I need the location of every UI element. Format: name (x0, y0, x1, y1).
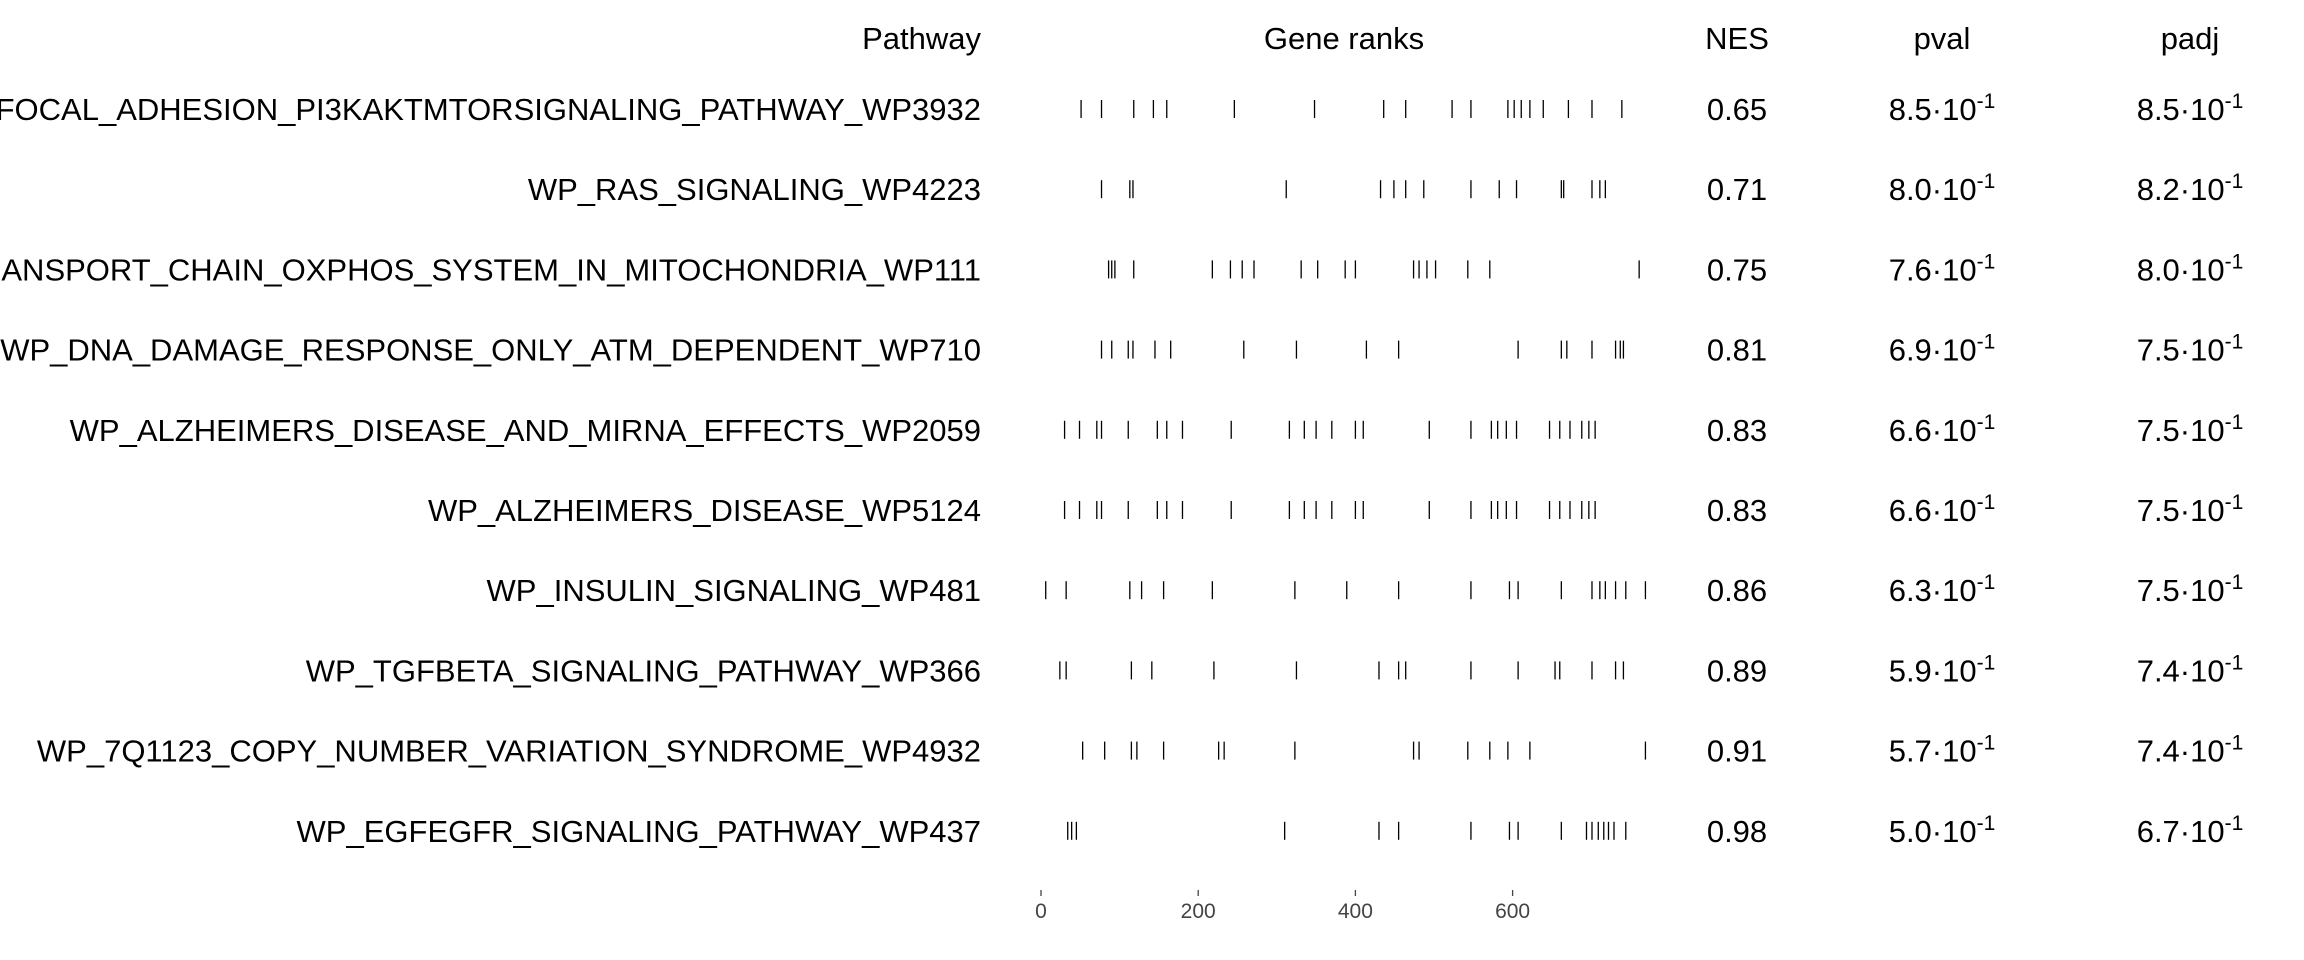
pathway-name: WP_INSULIN_SIGNALING_WP481 (487, 573, 981, 608)
pval-value: 5.0·10-1 (1889, 812, 1996, 849)
nes-value: 0.83 (1707, 493, 1767, 528)
padj-base: 8.5·10 (2137, 92, 2225, 127)
pval-base: 5.0·10 (1889, 814, 1977, 849)
pval-base: 8.0·10 (1889, 172, 1977, 207)
pval-exponent: -1 (1977, 651, 1996, 674)
x-tick-label: 400 (1338, 900, 1373, 923)
pval-base: 6.9·10 (1889, 333, 1977, 368)
padj-base: 7.5·10 (2137, 413, 2225, 448)
pval-exponent: -1 (1977, 170, 1996, 193)
pathway-name: WP_ALZHEIMERS_DISEASE_WP5124 (428, 493, 981, 528)
pval-value: 7.6·10-1 (1889, 250, 1996, 287)
padj-base: 7.4·10 (2137, 734, 2225, 769)
header-nes: NES (1705, 21, 1769, 56)
pval-base: 5.9·10 (1889, 653, 1977, 688)
padj-value: 7.5·10-1 (2137, 491, 2244, 528)
nes-value: 0.91 (1707, 734, 1767, 769)
padj-exponent: -1 (2225, 732, 2244, 755)
padj-value: 8.5·10-1 (2137, 90, 2244, 127)
padj-base: 7.5·10 (2137, 333, 2225, 368)
x-tick-label: 200 (1181, 900, 1216, 923)
padj-value: 7.4·10-1 (2137, 651, 2244, 688)
padj-value: 7.5·10-1 (2137, 571, 2244, 608)
nes-value: 0.89 (1707, 653, 1767, 688)
pval-value: 6.3·10-1 (1889, 571, 1996, 608)
padj-exponent: -1 (2225, 331, 2244, 354)
pval-exponent: -1 (1977, 411, 1996, 434)
pval-value: 8.0·10-1 (1889, 170, 1996, 207)
padj-exponent: -1 (2225, 411, 2244, 434)
pathway-name: WP_FOCAL_ADHESION_PI3KAKTMTORSIGNALING_P… (0, 92, 981, 127)
padj-base: 8.2·10 (2137, 172, 2225, 207)
pval-value: 6.9·10-1 (1889, 331, 1996, 368)
pval-base: 8.5·10 (1889, 92, 1977, 127)
x-tick-label: 600 (1495, 900, 1530, 923)
pval-exponent: -1 (1977, 250, 1996, 273)
padj-base: 7.4·10 (2137, 653, 2225, 688)
pval-exponent: -1 (1977, 812, 1996, 835)
pval-base: 7.6·10 (1889, 252, 1977, 287)
padj-base: 8.0·10 (2137, 252, 2225, 287)
pval-base: 6.6·10 (1889, 413, 1977, 448)
nes-value: 0.98 (1707, 814, 1767, 849)
padj-value: 8.2·10-1 (2137, 170, 2244, 207)
pval-value: 5.9·10-1 (1889, 651, 1996, 688)
pval-value: 8.5·10-1 (1889, 90, 1996, 127)
pval-base: 5.7·10 (1889, 734, 1977, 769)
header-ranks: Gene ranks (1264, 21, 1424, 56)
nes-value: 0.71 (1707, 172, 1767, 207)
padj-value: 7.4·10-1 (2137, 732, 2244, 769)
nes-value: 0.75 (1707, 252, 1767, 287)
padj-value: 7.5·10-1 (2137, 411, 2244, 448)
pval-exponent: -1 (1977, 571, 1996, 594)
pval-base: 6.3·10 (1889, 573, 1977, 608)
pval-value: 6.6·10-1 (1889, 491, 1996, 528)
nes-value: 0.83 (1707, 413, 1767, 448)
padj-base: 7.5·10 (2137, 573, 2225, 608)
pathway-name: WP_7Q1123_COPY_NUMBER_VARIATION_SYNDROME… (37, 734, 981, 769)
pathway-name: WP_TGFBETA_SIGNALING_PATHWAY_WP366 (306, 653, 981, 688)
nes-value: 0.65 (1707, 92, 1767, 127)
padj-value: 8.0·10-1 (2137, 250, 2244, 287)
header-pval: pval (1914, 21, 1971, 56)
padj-exponent: -1 (2225, 812, 2244, 835)
header-padj: padj (2161, 21, 2220, 56)
pathway-name: WP_ELECTRON_TRANSPORT_CHAIN_OXPHOS_SYSTE… (0, 252, 981, 287)
pval-exponent: -1 (1977, 331, 1996, 354)
padj-base: 7.5·10 (2137, 493, 2225, 528)
padj-exponent: -1 (2225, 250, 2244, 273)
pathway-name: WP_DNA_DAMAGE_RESPONSE_ONLY_ATM_DEPENDEN… (0, 333, 981, 368)
pathway-name: WP_EGFEGFR_SIGNALING_PATHWAY_WP437 (297, 814, 981, 849)
header-pathway: Pathway (862, 21, 981, 56)
padj-value: 7.5·10-1 (2137, 331, 2244, 368)
pval-exponent: -1 (1977, 491, 1996, 514)
padj-exponent: -1 (2225, 170, 2244, 193)
pathway-name: WP_ALZHEIMERS_DISEASE_AND_MIRNA_EFFECTS_… (70, 413, 981, 448)
nes-value: 0.81 (1707, 333, 1767, 368)
pval-base: 6.6·10 (1889, 493, 1977, 528)
padj-exponent: -1 (2225, 571, 2244, 594)
pathway-name: WP_RAS_SIGNALING_WP4223 (528, 172, 981, 207)
padj-exponent: -1 (2225, 90, 2244, 113)
x-tick-label: 0 (1035, 900, 1047, 923)
pval-exponent: -1 (1977, 732, 1996, 755)
padj-exponent: -1 (2225, 651, 2244, 674)
nes-value: 0.86 (1707, 573, 1767, 608)
padj-exponent: -1 (2225, 491, 2244, 514)
pval-value: 5.7·10-1 (1889, 732, 1996, 769)
padj-base: 6.7·10 (2137, 814, 2225, 849)
padj-value: 6.7·10-1 (2137, 812, 2244, 849)
pval-value: 6.6·10-1 (1889, 411, 1996, 448)
pval-exponent: -1 (1977, 90, 1996, 113)
